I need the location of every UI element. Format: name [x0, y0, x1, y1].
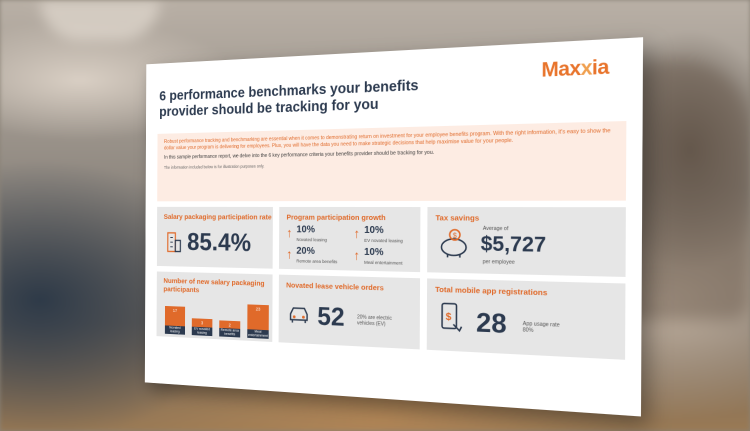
piggy-bank-icon: $: [437, 228, 470, 259]
bar-category-label: EV novated leasing: [192, 327, 213, 336]
bar-ev-novated-leasing: 3 EV novated leasing: [192, 319, 213, 336]
up-arrow-icon: ↑: [286, 225, 292, 240]
bar-novated-leasing: 17 Novated leasing: [165, 306, 185, 334]
mobile-phone-icon: $: [439, 301, 464, 335]
app-registrations-card: Total mobile app registrations $ 28 App …: [427, 278, 626, 359]
bar-meal-entertainment: 23 Meal entertainment: [247, 304, 269, 338]
app-registrations-value: 28: [476, 307, 507, 341]
card-title: Novated lease vehicle orders: [286, 281, 384, 293]
bar-value-label: 17: [165, 308, 185, 313]
up-arrow-icon: ↑: [354, 226, 360, 241]
svg-text:$: $: [453, 233, 457, 241]
growth-pct: 20%: [296, 246, 315, 257]
tax-savings-value: $5,727: [481, 233, 547, 258]
bar-value-label: 3: [192, 320, 213, 326]
card-title: Number of new salary packaging participa…: [163, 277, 265, 296]
report-title: 6 performance benchmarks your benefits p…: [159, 76, 465, 121]
car-icon: [288, 304, 310, 324]
new-participants-card: Number of new salary packaging participa…: [157, 271, 273, 341]
up-arrow-icon: ↑: [286, 247, 292, 262]
bar-value-label: 23: [247, 306, 268, 312]
bar-remote-area-benefits: 2 Remote area benefits: [219, 321, 240, 337]
average-label: Average of: [483, 226, 509, 232]
performance-report-page: 6 performance benchmarks your benefits p…: [145, 37, 643, 416]
growth-label: Novated leasing: [296, 237, 327, 242]
app-usage-note: App usage rate 80%: [523, 321, 567, 336]
building-icon: [165, 229, 182, 253]
growth-label: EV novated leasing: [364, 238, 403, 244]
per-employee-label: per employee: [483, 259, 515, 266]
bar-category-label: Meal entertainment: [247, 329, 268, 339]
growth-pct: 10%: [364, 225, 383, 236]
growth-pct: 10%: [296, 224, 315, 235]
growth-label: Meal entertainment: [364, 260, 402, 266]
card-title: Total mobile app registrations: [435, 285, 547, 298]
participation-rate-value: 85.4%: [187, 227, 251, 257]
card-title: Tax savings: [435, 213, 479, 222]
growth-pct: 10%: [364, 247, 383, 258]
novated-orders-card: Novated lease vehicle orders 52 20% are …: [279, 275, 420, 350]
maxxia-logo: Maxxia: [541, 56, 608, 83]
card-title: Program participation growth: [286, 213, 385, 222]
salary-packaging-card: Salary packaging participation rate 85.4…: [157, 207, 273, 269]
bar-category-label: Novated leasing: [165, 325, 185, 334]
ev-share-note: 20% are electric vehicles (EV): [357, 314, 410, 328]
novated-orders-value: 52: [317, 301, 344, 333]
bar-category-label: Remote area benefits: [219, 328, 240, 338]
intro-box: Robust performance tracking and benchmar…: [157, 121, 626, 201]
svg-text:$: $: [446, 311, 452, 323]
growth-label: Remote area benefits: [296, 259, 337, 265]
participants-bar-chart: 17 Novated leasing 3 EV novated leasing 2 Rem…: [163, 299, 278, 338]
up-arrow-icon: ↑: [354, 248, 360, 263]
card-title: Salary packaging participation rate: [164, 212, 272, 221]
tax-savings-card: Tax savings $ Average of $5,727 per empl…: [427, 207, 626, 277]
program-growth-card: Program participation growth ↑ 10% Novat…: [279, 207, 420, 272]
